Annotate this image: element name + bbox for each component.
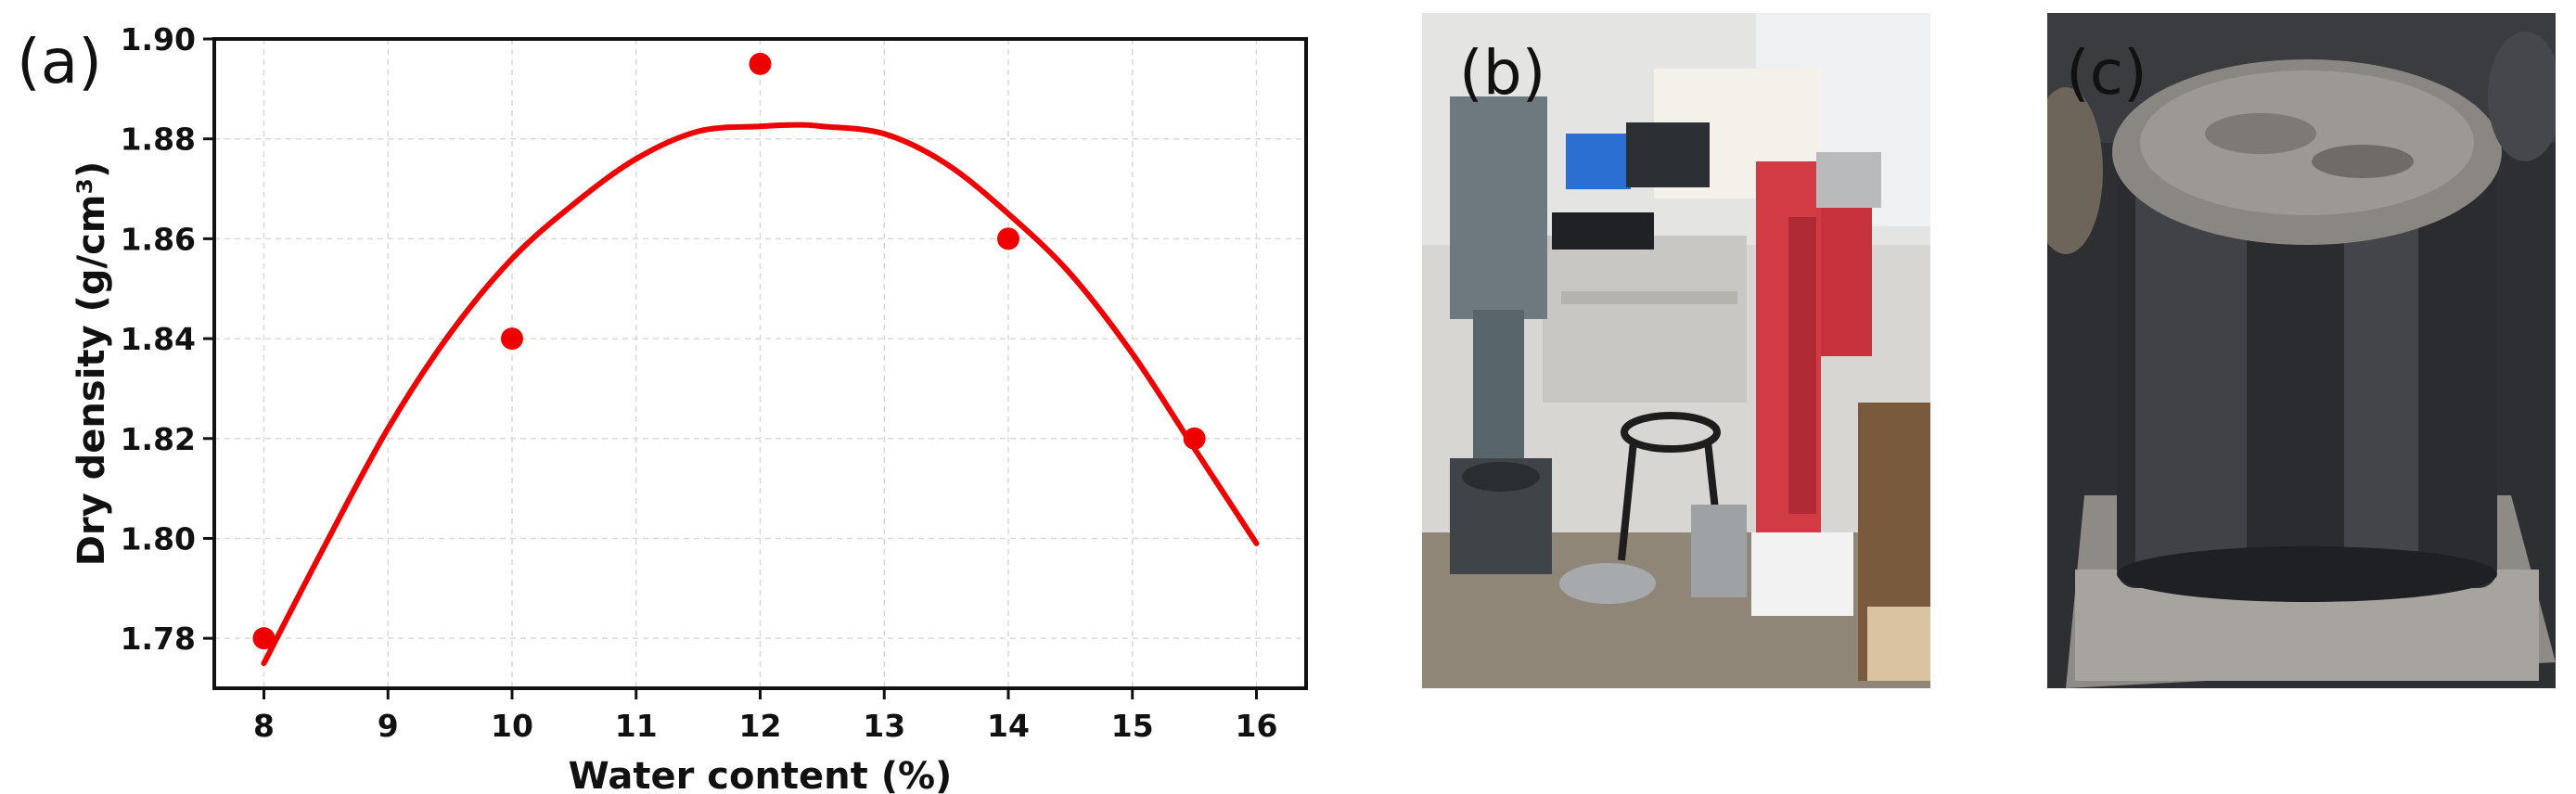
x-axis-title: Water content (%) xyxy=(569,755,953,794)
soil-specimen-photo xyxy=(2047,13,2556,688)
data-point xyxy=(501,327,523,351)
x-tick-label: 8 xyxy=(253,708,275,744)
compaction-apparatus-photo xyxy=(1422,13,1930,688)
y-axis-ticks: 1.78 1.80 1.82 1.84 1.86 1.88 1.90 xyxy=(121,21,214,657)
x-tick-label: 12 xyxy=(739,708,782,744)
data-point xyxy=(749,52,772,75)
panel-label-a: (a) xyxy=(17,26,102,97)
y-tick-label: 1.80 xyxy=(121,520,196,557)
data-point xyxy=(997,227,1019,250)
x-tick-label: 11 xyxy=(615,708,658,744)
x-tick-label: 14 xyxy=(987,708,1030,744)
fit-curve-line xyxy=(261,122,1260,667)
y-tick-label: 1.82 xyxy=(121,421,196,457)
x-tick-label: 9 xyxy=(378,708,399,744)
x-axis-ticks: 8 9 10 11 12 13 14 15 16 xyxy=(253,688,1277,744)
panel-label-c: (c) xyxy=(2066,37,2147,109)
data-points xyxy=(252,52,1206,650)
y-tick-label: 1.86 xyxy=(121,221,196,257)
y-axis-title: Dry density (g/cm³) xyxy=(70,161,113,567)
x-tick-label: 13 xyxy=(863,708,905,744)
data-point xyxy=(252,627,276,650)
panel-label-b: (b) xyxy=(1459,37,1546,109)
y-tick-label: 1.90 xyxy=(121,21,196,58)
x-tick-label: 10 xyxy=(491,708,533,744)
y-tick-label: 1.88 xyxy=(121,122,196,158)
x-tick-label: 16 xyxy=(1236,708,1278,744)
fit-curve xyxy=(261,122,1260,667)
data-point xyxy=(1183,427,1206,450)
y-tick-label: 1.78 xyxy=(121,621,196,657)
y-tick-label: 1.84 xyxy=(121,321,196,357)
x-tick-label: 15 xyxy=(1111,708,1154,744)
